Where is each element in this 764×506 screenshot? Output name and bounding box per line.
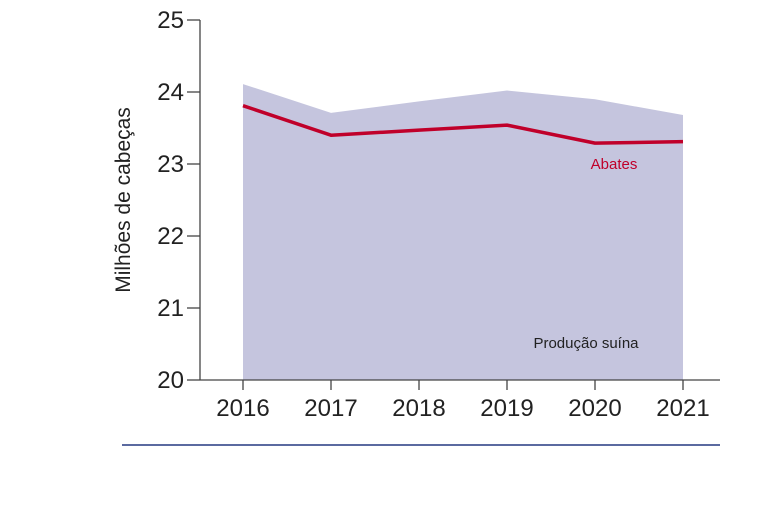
series-label-producao: Produção suína bbox=[533, 335, 639, 352]
series-label-abates: Abates bbox=[591, 156, 638, 173]
x-tick-label-2018: 2018 bbox=[392, 395, 445, 422]
x-tick-label-2021: 2021 bbox=[656, 395, 709, 422]
y-tick-label-22: 22 bbox=[157, 223, 184, 250]
x-tick-label-2019: 2019 bbox=[480, 395, 533, 422]
y-tick-label-21: 21 bbox=[157, 295, 184, 322]
y-tick-label-23: 23 bbox=[157, 151, 184, 178]
y-tick-label-25: 25 bbox=[157, 7, 184, 34]
x-tick-label-2020: 2020 bbox=[568, 395, 621, 422]
y-tick-label-20: 20 bbox=[157, 367, 184, 394]
y-axis-label: Milhões de cabeças bbox=[112, 107, 135, 293]
x-tick-label-2017: 2017 bbox=[304, 395, 357, 422]
y-tick-label-24: 24 bbox=[157, 79, 184, 106]
x-tick-label-2016: 2016 bbox=[216, 395, 269, 422]
